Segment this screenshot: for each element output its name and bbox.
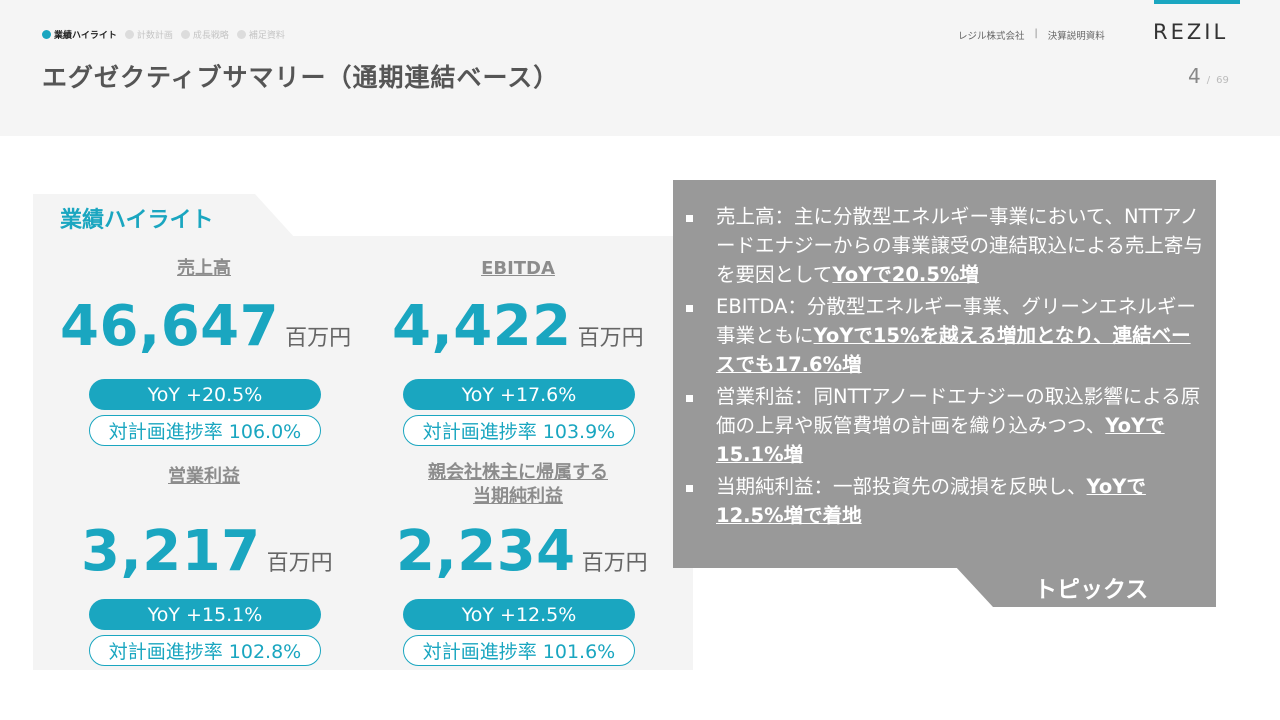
- yoy-badge-sales: YoY +20.5%: [89, 379, 321, 410]
- yoy-badge-operating-income: YoY +15.1%: [89, 599, 321, 630]
- page-slash: /: [1206, 75, 1211, 86]
- metric-label-line: 親会社株主に帰属する: [428, 462, 608, 483]
- metric-unit: 百万円: [581, 551, 648, 576]
- nav-item-label: 補足資料: [248, 31, 285, 41]
- company-logo: REZIL: [1153, 20, 1229, 44]
- metric-value-sales: 46,647 百万円: [60, 294, 351, 359]
- company-info: レジル株式会社 | 決算説明資料: [958, 28, 1105, 42]
- page-title: エグゼクティブサマリー（通期連結ベース）: [42, 63, 560, 92]
- metric-number: 2,234: [396, 519, 576, 584]
- page-total: 69: [1216, 75, 1229, 86]
- highlights-panel: [33, 236, 693, 670]
- nav-dot-icon: [236, 30, 246, 39]
- highlights-tab: [33, 194, 295, 238]
- metric-number: 3,217: [81, 519, 261, 584]
- nav-item-label: 業績ハイライト: [54, 31, 117, 41]
- metric-label-operating-income: 営業利益: [168, 466, 240, 487]
- topic-text: 当期純利益：一部投資先の減損を反映し、: [716, 475, 1087, 498]
- plan-badge-operating-income: 対計画進捗率 102.8%: [89, 635, 321, 666]
- plan-badge-net-income: 対計画進捗率 101.6%: [403, 635, 635, 666]
- nav-dot-icon: [180, 30, 190, 39]
- topics-title: トピックス: [1034, 577, 1149, 603]
- metric-unit: 百万円: [285, 326, 352, 351]
- metric-label-line: 当期純利益: [473, 486, 563, 507]
- list-item: 営業利益：同NTTアノードエナジーの取込影響による原価の上昇や販管費増の計画を織…: [686, 382, 1208, 469]
- plan-badge-sales: 対計画進捗率 106.0%: [89, 415, 321, 446]
- metric-value-net-income: 2,234 百万円: [396, 519, 648, 584]
- metric-number: 46,647: [60, 294, 280, 359]
- company-name: レジル株式会社: [958, 31, 1025, 42]
- nav-dot-icon: [42, 30, 51, 39]
- header-area: [0, 0, 1280, 136]
- nav-item-growth[interactable]: 成長戦略: [180, 28, 229, 41]
- metric-label-sales: 売上高: [177, 258, 231, 279]
- topics-list: 売上高：主に分散型エネルギー事業において、NTTアノードエナジーからの事業譲受の…: [686, 202, 1208, 533]
- accent-bar: [1154, 0, 1240, 4]
- metric-unit: 百万円: [266, 551, 333, 576]
- page-current: 4: [1188, 64, 1201, 88]
- metric-number: 4,422: [392, 294, 572, 359]
- yoy-badge-net-income: YoY +12.5%: [403, 599, 635, 630]
- topic-text: 営業利益：同NTTアノードエナジーの取込影響による原価の上昇や販管費増の計画を織…: [716, 385, 1201, 437]
- topic-highlight: YoYで15.1%増: [716, 414, 1165, 466]
- page-number: 4 / 69: [1188, 64, 1229, 88]
- list-item: 当期純利益：一部投資先の減損を反映し、YoYで12.5%増で着地: [686, 472, 1208, 530]
- topic-text: EBITDA：分散型エネルギー事業、グリーンエネルギー事業ともに: [716, 295, 1196, 347]
- metric-value-operating-income: 3,217 百万円: [81, 519, 333, 584]
- metric-unit: 百万円: [577, 326, 644, 351]
- topic-highlight: YoYで12.5%増で着地: [716, 475, 1146, 527]
- company-separator: |: [1034, 28, 1038, 39]
- highlights-title: 業績ハイライト: [60, 208, 214, 233]
- topic-highlight: YoYで20.5%増: [832, 263, 979, 286]
- metric-label-net-income: 親会社株主に帰属する 当期純利益: [398, 461, 638, 509]
- nav-item-appendix[interactable]: 補足資料: [236, 28, 285, 41]
- nav-item-plan[interactable]: 計数計画: [124, 28, 173, 41]
- yoy-badge-ebitda: YoY +17.6%: [403, 379, 635, 410]
- nav-item-highlights[interactable]: 業績ハイライト: [42, 28, 117, 41]
- metric-value-ebitda: 4,422 百万円: [392, 294, 644, 359]
- document-type: 決算説明資料: [1047, 31, 1105, 42]
- topics-panel: [673, 180, 1216, 568]
- nav-dot-icon: [124, 30, 134, 39]
- nav-item-label: 成長戦略: [192, 31, 229, 41]
- plan-badge-ebitda: 対計画進捗率 103.9%: [403, 415, 635, 446]
- list-item: 売上高：主に分散型エネルギー事業において、NTTアノードエナジーからの事業譲受の…: [686, 202, 1208, 289]
- list-item: EBITDA：分散型エネルギー事業、グリーンエネルギー事業ともにYoYで15%を…: [686, 292, 1208, 379]
- topic-highlight: YoYで15%を越える増加となり、連結ベースでも17.6%増: [716, 324, 1191, 376]
- topic-text: 売上高：主に分散型エネルギー事業において、NTTアノードエナジーからの事業譲受の…: [716, 205, 1203, 286]
- section-nav: 業績ハイライト 計数計画 成長戦略 補足資料: [42, 28, 285, 41]
- nav-item-label: 計数計画: [136, 31, 173, 41]
- topics-tab: [955, 566, 1216, 607]
- metric-label-ebitda: EBITDA: [481, 258, 555, 279]
